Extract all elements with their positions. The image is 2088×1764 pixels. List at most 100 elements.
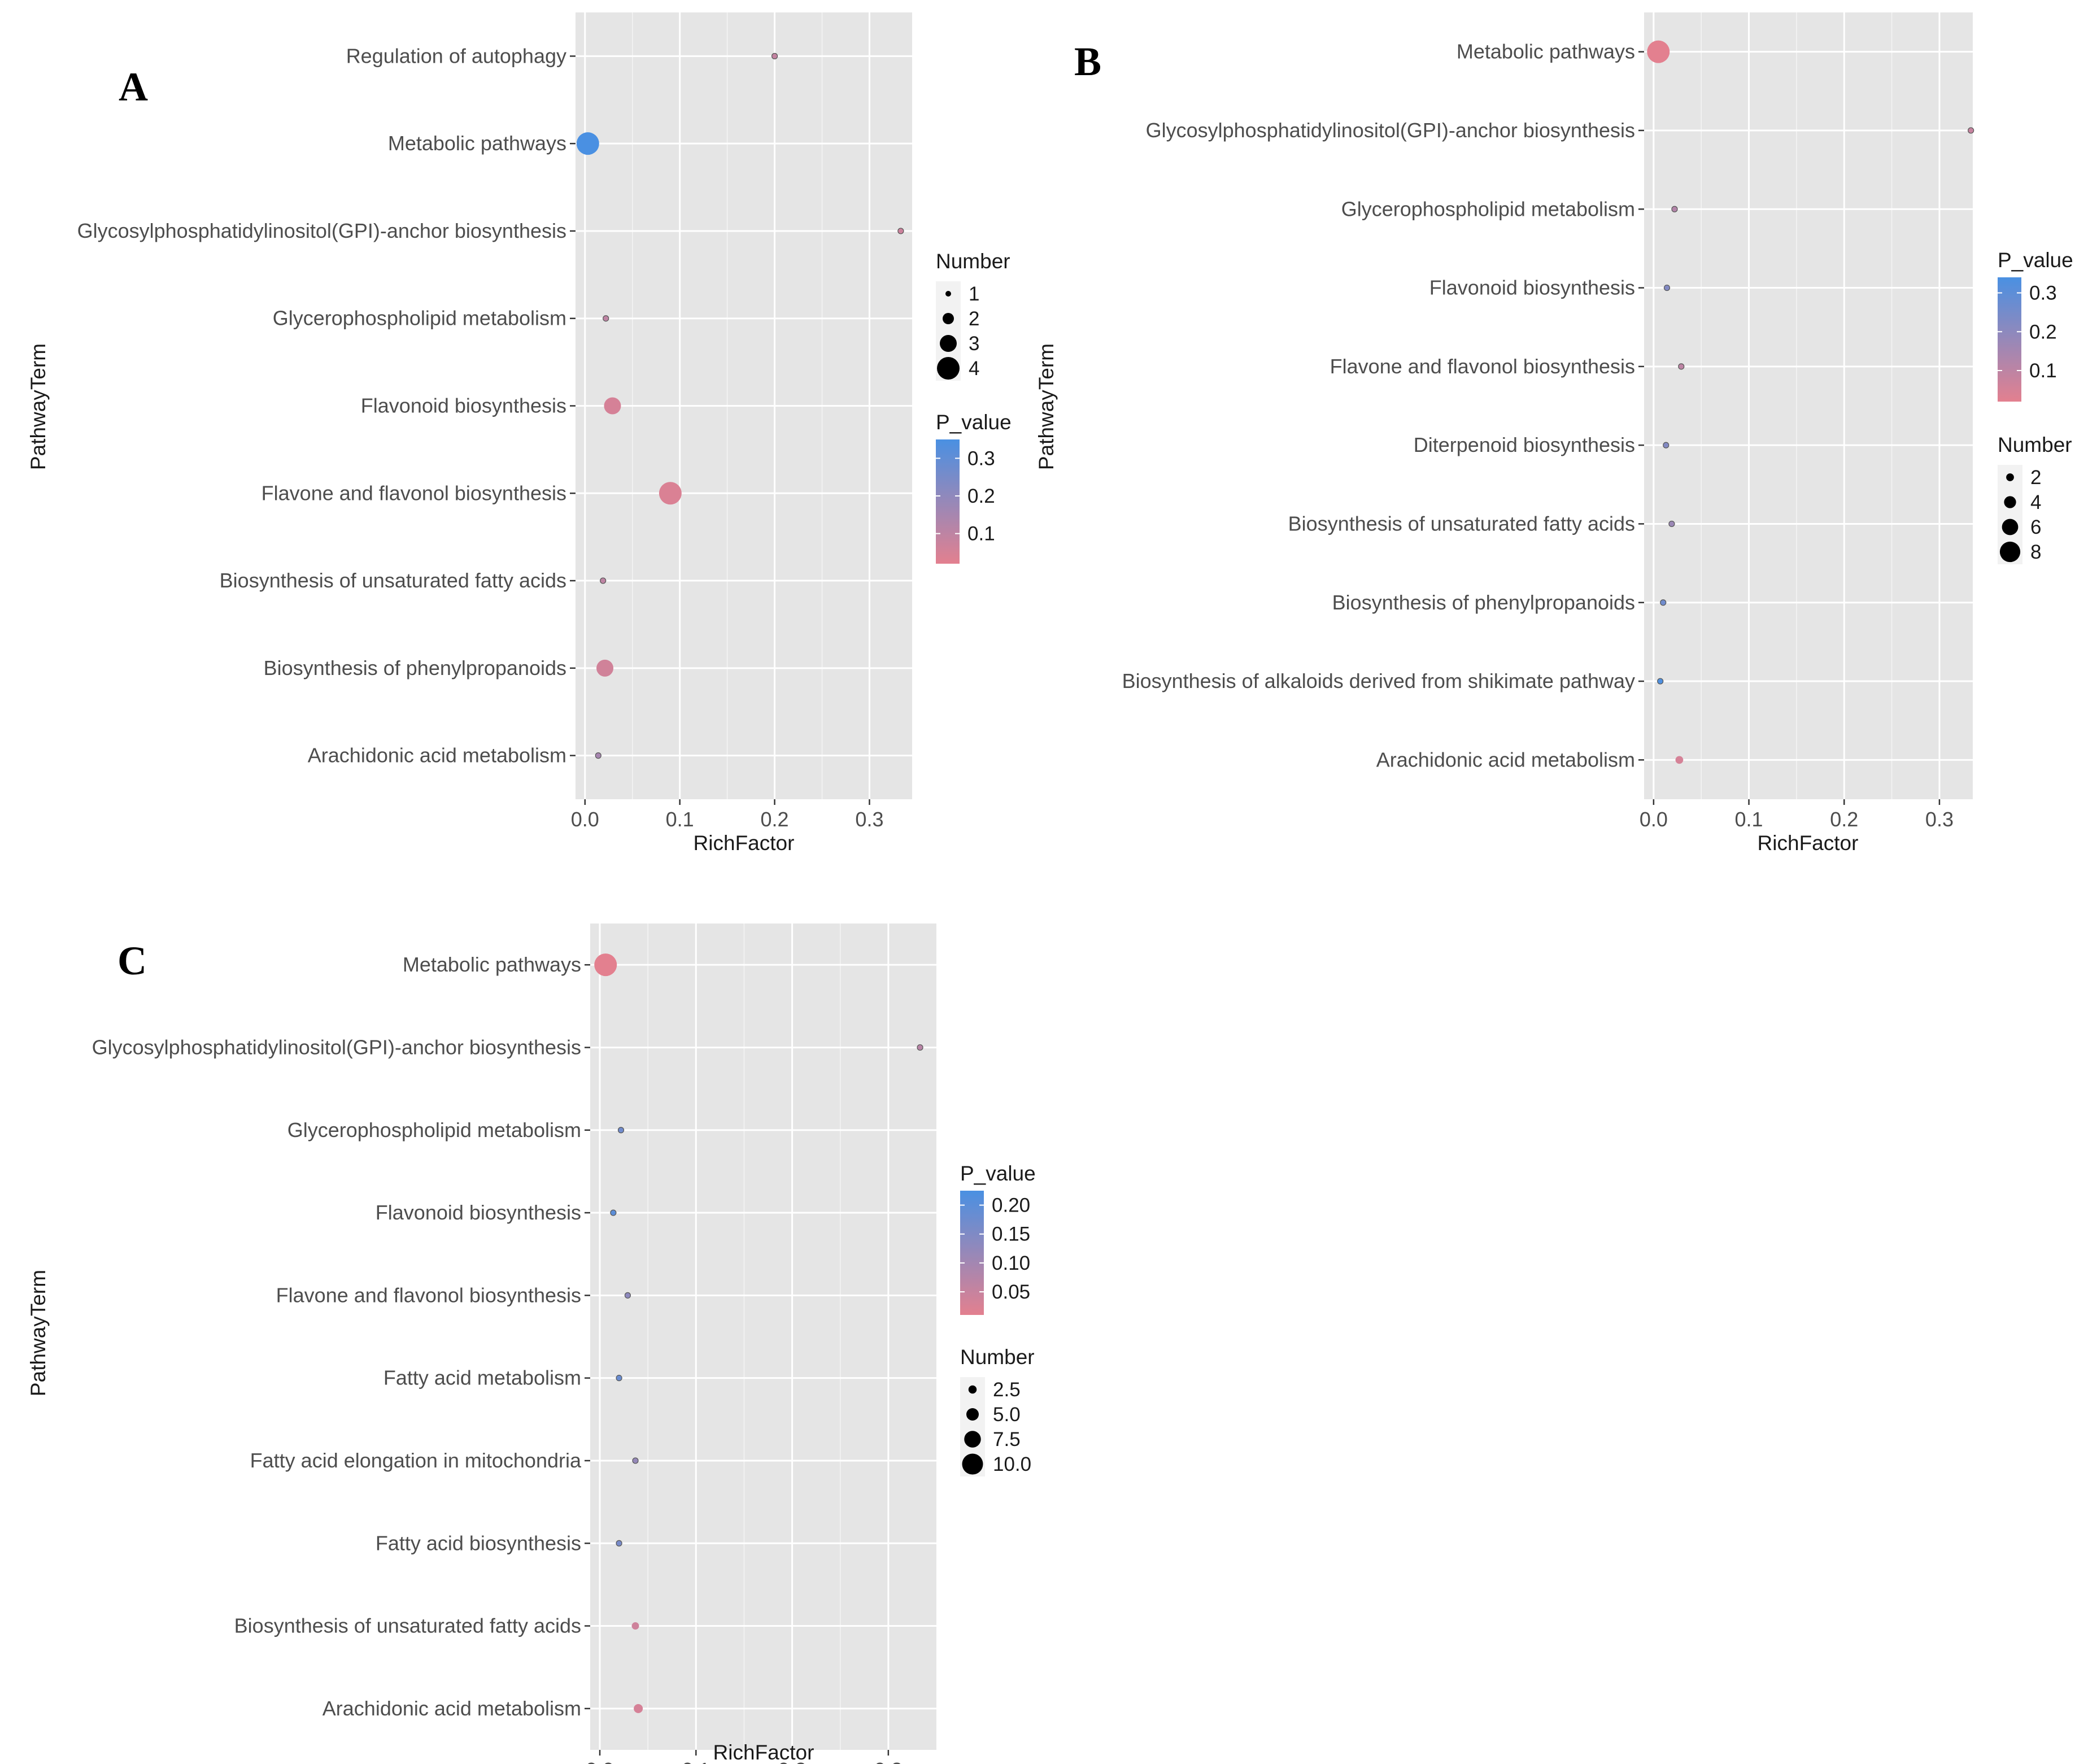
p-value-legend-label: 0.05 bbox=[992, 1281, 1030, 1303]
y-tick-label: Metabolic pathways bbox=[388, 132, 566, 155]
number-legend-dot bbox=[2002, 519, 2019, 535]
data-point bbox=[631, 1622, 639, 1630]
data-point bbox=[1657, 678, 1664, 685]
data-point bbox=[634, 1704, 643, 1713]
y-tick-label: Biosynthesis of unsaturated fatty acids bbox=[234, 1614, 581, 1637]
y-tick-label: Metabolic pathways bbox=[403, 953, 581, 976]
data-point bbox=[610, 1209, 617, 1216]
number-legend-label: 3 bbox=[969, 333, 979, 355]
p-value-colorbar bbox=[960, 1191, 984, 1315]
number-legend-label: 5.0 bbox=[993, 1404, 1021, 1426]
y-axis-title: PathwayTerm bbox=[1035, 343, 1058, 470]
p-value-legend-label: 0.1 bbox=[967, 523, 995, 545]
y-tick-label: Arachidonic acid metabolism bbox=[322, 1697, 581, 1720]
data-point bbox=[1663, 284, 1671, 291]
y-tick-label: Flavonoid biosynthesis bbox=[361, 394, 566, 417]
x-axis-title: RichFactor bbox=[713, 1741, 814, 1764]
x-tick-label: 0.0 bbox=[586, 1758, 614, 1764]
number-legend-title: Number bbox=[960, 1345, 1035, 1369]
y-tick-label: Flavonoid biosynthesis bbox=[1429, 276, 1635, 299]
y-tick-label: Glycerophospholipid metabolism bbox=[1341, 197, 1635, 220]
number-legend-title: Number bbox=[1998, 433, 2072, 456]
data-point bbox=[624, 1292, 631, 1299]
y-tick-label: Flavone and flavonol biosynthesis bbox=[276, 1283, 581, 1306]
panel-letter: B bbox=[1074, 39, 1101, 84]
data-point bbox=[632, 1457, 639, 1464]
p-value-legend-title: P_value bbox=[1998, 249, 2073, 272]
x-axis-title: RichFactor bbox=[694, 831, 795, 855]
x-axis-title: RichFactor bbox=[1758, 831, 1859, 855]
number-legend-title: Number bbox=[936, 250, 1010, 273]
x-tick-label: 0.2 bbox=[1830, 808, 1858, 831]
x-tick-label: 0.1 bbox=[682, 1758, 710, 1764]
data-point bbox=[595, 752, 601, 759]
y-tick-label: Fatty acid metabolism bbox=[383, 1366, 581, 1390]
y-tick-label: Diterpenoid biosynthesis bbox=[1414, 433, 1635, 456]
x-tick-label: 0.3 bbox=[855, 808, 883, 831]
number-legend-dot bbox=[945, 291, 951, 297]
y-axis-title: PathwayTerm bbox=[27, 343, 50, 470]
x-tick-label: 0.2 bbox=[761, 808, 789, 831]
data-point bbox=[1678, 363, 1685, 370]
p-value-legend-label: 0.20 bbox=[992, 1195, 1030, 1217]
number-legend-label: 2.5 bbox=[993, 1379, 1021, 1401]
y-tick-label: Biosynthesis of phenylpropanoids bbox=[264, 656, 566, 680]
number-legend: Number 24 6 8 bbox=[1998, 433, 2072, 564]
number-legend-label: 8 bbox=[2030, 541, 2041, 563]
data-point bbox=[600, 577, 607, 584]
data-point bbox=[1647, 40, 1670, 63]
data-point bbox=[617, 1127, 625, 1134]
p-value-legend-label: 0.10 bbox=[992, 1252, 1030, 1274]
panel-a: Regulation of autophagy Metabolic pathway… bbox=[27, 12, 1012, 855]
x-tick-label: 0.0 bbox=[571, 808, 599, 831]
number-legend-dot bbox=[964, 1431, 981, 1448]
y-tick-label: Glycosylphosphatidylinositol(GPI)-anchor… bbox=[1146, 119, 1635, 142]
data-point bbox=[1660, 599, 1667, 606]
p-value-legend-label: 0.15 bbox=[992, 1223, 1030, 1245]
p-value-legend: P_value 0.3 0.2 0.1 bbox=[1998, 249, 2073, 402]
number-legend: Number 1 2 3 4 bbox=[936, 250, 1010, 381]
data-point bbox=[596, 659, 614, 677]
number-legend: Number 2.5 5.07.510.0 bbox=[960, 1345, 1035, 1476]
data-point bbox=[616, 1375, 622, 1382]
y-tick-label: Metabolic pathways bbox=[1457, 40, 1635, 63]
y-tick-label: Arachidonic acid metabolism bbox=[1376, 748, 1635, 771]
plot-panel-background bbox=[1644, 12, 1973, 799]
number-legend-label: 6 bbox=[2030, 516, 2041, 538]
y-tick-label: Glycerophospholipid metabolism bbox=[287, 1118, 581, 1142]
p-value-legend: P_value 0.20 0.15 0.10 0.05 bbox=[960, 1162, 1036, 1315]
x-tick-label: 0.3 bbox=[1925, 808, 1954, 831]
panel-letter: A bbox=[119, 64, 148, 110]
data-point bbox=[603, 315, 609, 322]
data-point bbox=[616, 1540, 622, 1547]
p-value-colorbar bbox=[936, 439, 960, 564]
y-tick-label: Biosynthesis of unsaturated fatty acids bbox=[1288, 512, 1635, 535]
number-legend-dot bbox=[962, 1453, 983, 1475]
number-legend-label: 2 bbox=[2030, 467, 2041, 489]
number-legend-dot bbox=[2006, 473, 2014, 481]
x-tick-label: 0.1 bbox=[666, 808, 694, 831]
y-tick-label: Biosynthesis of unsaturated fatty acids bbox=[220, 569, 566, 592]
p-value-legend-label: 0.3 bbox=[967, 447, 995, 469]
p-value-colorbar bbox=[1998, 277, 2021, 402]
number-legend-dot bbox=[966, 1408, 979, 1421]
p-value-legend-title: P_value bbox=[960, 1162, 1036, 1185]
data-point bbox=[1663, 442, 1669, 448]
data-point bbox=[1675, 756, 1684, 764]
y-tick-label: Flavone and flavonol biosynthesis bbox=[261, 481, 566, 504]
data-point bbox=[771, 53, 778, 59]
y-axis-title: PathwayTerm bbox=[27, 1270, 50, 1396]
panels-group: Regulation of autophagy Metabolic pathway… bbox=[27, 12, 2073, 1764]
x-tick-label: 0.3 bbox=[874, 1758, 903, 1764]
p-value-legend-title: P_value bbox=[936, 411, 1012, 434]
y-tick-label: Regulation of autophagy bbox=[346, 44, 566, 67]
y-tick-label: Glycerophospholipid metabolism bbox=[273, 307, 566, 330]
data-point bbox=[1968, 127, 1974, 134]
number-legend-label: 2 bbox=[969, 308, 979, 330]
panel-b: Metabolic pathways Glycosylphosphatidylin… bbox=[1035, 12, 2073, 855]
data-point bbox=[1668, 520, 1675, 528]
data-point bbox=[659, 482, 682, 505]
x-tick-label: 0.2 bbox=[778, 1758, 807, 1764]
y-tick-label: Biosynthesis of alkaloids derived from s… bbox=[1122, 669, 1635, 692]
panel-letter: C bbox=[117, 938, 147, 983]
